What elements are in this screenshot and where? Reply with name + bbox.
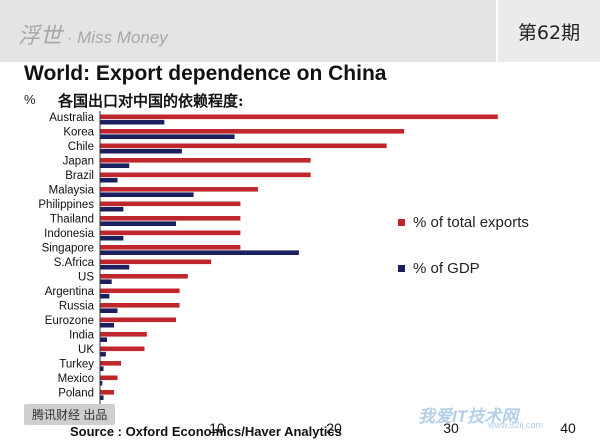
bar-exports-brazil [100, 172, 311, 178]
bar-exports-philippines [100, 201, 241, 207]
bar-exports-thailand [100, 216, 241, 221]
bar-exports-uk [100, 346, 145, 352]
bar-gdp-turkey [100, 366, 104, 371]
category-label-mexico: Mexico [58, 373, 94, 385]
bar-exports-australia [100, 114, 498, 120]
bar-gdp-singapore [100, 250, 299, 255]
category-label-malaysia: Malaysia [49, 185, 95, 197]
category-label-thailand: Thailand [50, 214, 94, 226]
bar-gdp-chile [100, 148, 182, 154]
category-label-argentina: Argentina [45, 286, 95, 298]
bar-exports-indonesia [100, 230, 241, 236]
bar-exports-us [100, 274, 188, 279]
bar-exports-turkey [100, 361, 122, 366]
bar-gdp-argentina [100, 293, 110, 299]
bar-exports-argentina [100, 288, 180, 294]
bar-exports-japan [100, 158, 311, 163]
bar-gdp-india [100, 337, 108, 342]
chart-subtitle: 各国出口对中国的依赖程度: [58, 92, 244, 110]
category-label-eurozone: Eurozone [45, 315, 94, 327]
brand-en: Miss Money [77, 28, 168, 47]
brand-logo: 浮世 · Miss Money [18, 18, 168, 50]
bar-exports-s-africa [100, 259, 212, 265]
bar-exports-mexico [100, 375, 118, 381]
category-label-brazil: Brazil [65, 170, 94, 182]
category-label-japan: Japan [63, 156, 94, 168]
bar-gdp-us [100, 279, 112, 284]
category-label-us: US [78, 272, 94, 284]
x-tick-label-20: 20 [326, 420, 342, 436]
bar-gdp-malaysia [100, 192, 194, 197]
bar-gdp-poland [100, 395, 104, 400]
bar-gdp-eurozone [100, 322, 115, 328]
brand-sep: · [62, 28, 78, 47]
chart-source: Source : Oxford Economics/Haver Analytic… [70, 424, 342, 439]
x-tick-label-30: 30 [443, 420, 459, 436]
brand-cn: 浮世 [18, 24, 63, 49]
legend-gdp: % of GDP [398, 260, 480, 277]
bar-gdp-mexico [100, 380, 103, 386]
category-label-chile: Chile [68, 141, 94, 153]
bar-gdp-russia [100, 308, 118, 313]
bar-exports-russia [100, 303, 180, 308]
legend-gdp-label: % of GDP [413, 260, 480, 277]
category-label-s-africa: S.Africa [54, 257, 95, 269]
bar-gdp-philippines [100, 206, 124, 212]
legend-exports-swatch [398, 219, 405, 226]
bar-exports-malaysia [100, 187, 258, 192]
category-label-india: India [69, 330, 95, 342]
bar-gdp-korea [100, 134, 235, 139]
bar-exports-chile [100, 143, 387, 149]
legend-gdp-swatch [398, 265, 405, 272]
category-label-russia: Russia [59, 301, 95, 313]
category-label-singapore: Singapore [42, 243, 94, 255]
x-tick-label-10: 10 [209, 420, 225, 436]
category-label-indonesia: Indonesia [44, 228, 94, 240]
bar-gdp-japan [100, 163, 130, 168]
bar-gdp-australia [100, 119, 165, 125]
publisher-watermark: 腾讯财经 出品 [24, 404, 116, 425]
bar-exports-poland [100, 390, 115, 395]
bar-exports-korea [100, 129, 405, 134]
bar-exports-singapore [100, 245, 241, 250]
bar-gdp-indonesia [100, 235, 124, 241]
chart-unit: % [24, 92, 36, 107]
bar-exports-eurozone [100, 317, 177, 323]
x-tick-label-40: 40 [560, 420, 576, 436]
chart-title: World: Export dependence on China [24, 62, 387, 85]
bar-gdp-thailand [100, 221, 177, 226]
category-label-poland: Poland [58, 388, 94, 400]
category-label-korea: Korea [63, 127, 94, 139]
category-label-uk: UK [78, 344, 94, 356]
legend-exports: % of total exports [398, 214, 529, 231]
issue-number: 第62期 [496, 0, 600, 62]
legend-exports-label: % of total exports [413, 214, 529, 231]
category-label-turkey: Turkey [59, 359, 94, 371]
site-watermark-url: www.52ij.com [488, 420, 544, 430]
bar-exports-india [100, 332, 147, 337]
category-label-philippines: Philippines [38, 199, 94, 211]
bar-gdp-brazil [100, 177, 118, 183]
category-label-australia: Australia [49, 112, 94, 124]
site-watermark: 我爱IT技术网 [418, 407, 519, 426]
bar-gdp-uk [100, 351, 106, 357]
bar-gdp-s-africa [100, 264, 130, 270]
